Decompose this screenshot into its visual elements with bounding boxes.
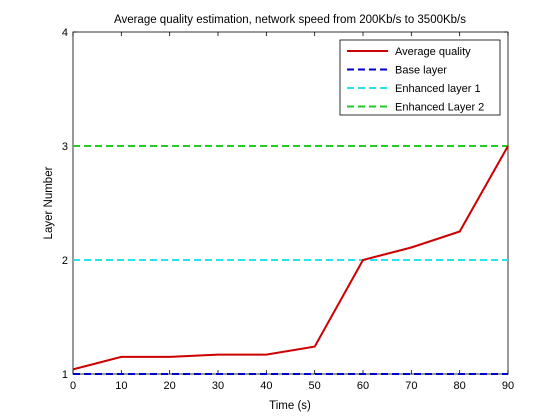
- y-tick-label: 1: [62, 369, 68, 381]
- legend-box: [339, 39, 501, 116]
- series-lines: [72, 145, 509, 375]
- x-axis-label: Time (s): [269, 400, 311, 412]
- chart-title: Average quality estimation, network spee…: [114, 14, 466, 26]
- legend-label: Average quality: [395, 46, 471, 58]
- x-tick-label: 60: [357, 380, 369, 392]
- axis-ticks: 0 10 20 30 40 50 60 70 80 90 1 2 3 4: [62, 27, 514, 392]
- y-axis-label: Layer Number: [43, 166, 55, 239]
- x-tick-label: 70: [405, 380, 417, 392]
- legend: Average quality Base layer Enhanced layer …: [339, 39, 501, 116]
- x-tick-label: 20: [164, 380, 176, 392]
- y-tick-label: 3: [62, 141, 68, 153]
- x-tick-label: 90: [502, 380, 514, 392]
- x-tick-label: 50: [309, 380, 321, 392]
- legend-label: Enhanced layer 1: [395, 83, 481, 95]
- legend-items: Average quality Base layer Enhanced layer …: [347, 46, 484, 114]
- x-tick-label: 30: [212, 380, 224, 392]
- legend-label: Enhanced Layer 2: [395, 102, 484, 114]
- series-line-average-quality: [72, 145, 509, 371]
- y-tick-label: 2: [62, 255, 68, 267]
- y-tick-label: 4: [62, 27, 68, 39]
- legend-label: Base layer: [395, 65, 447, 77]
- x-tick-label: 10: [115, 380, 127, 392]
- x-tick-label: 40: [260, 380, 272, 392]
- x-tick-label: 80: [454, 380, 466, 392]
- x-tick-label: 0: [70, 380, 76, 392]
